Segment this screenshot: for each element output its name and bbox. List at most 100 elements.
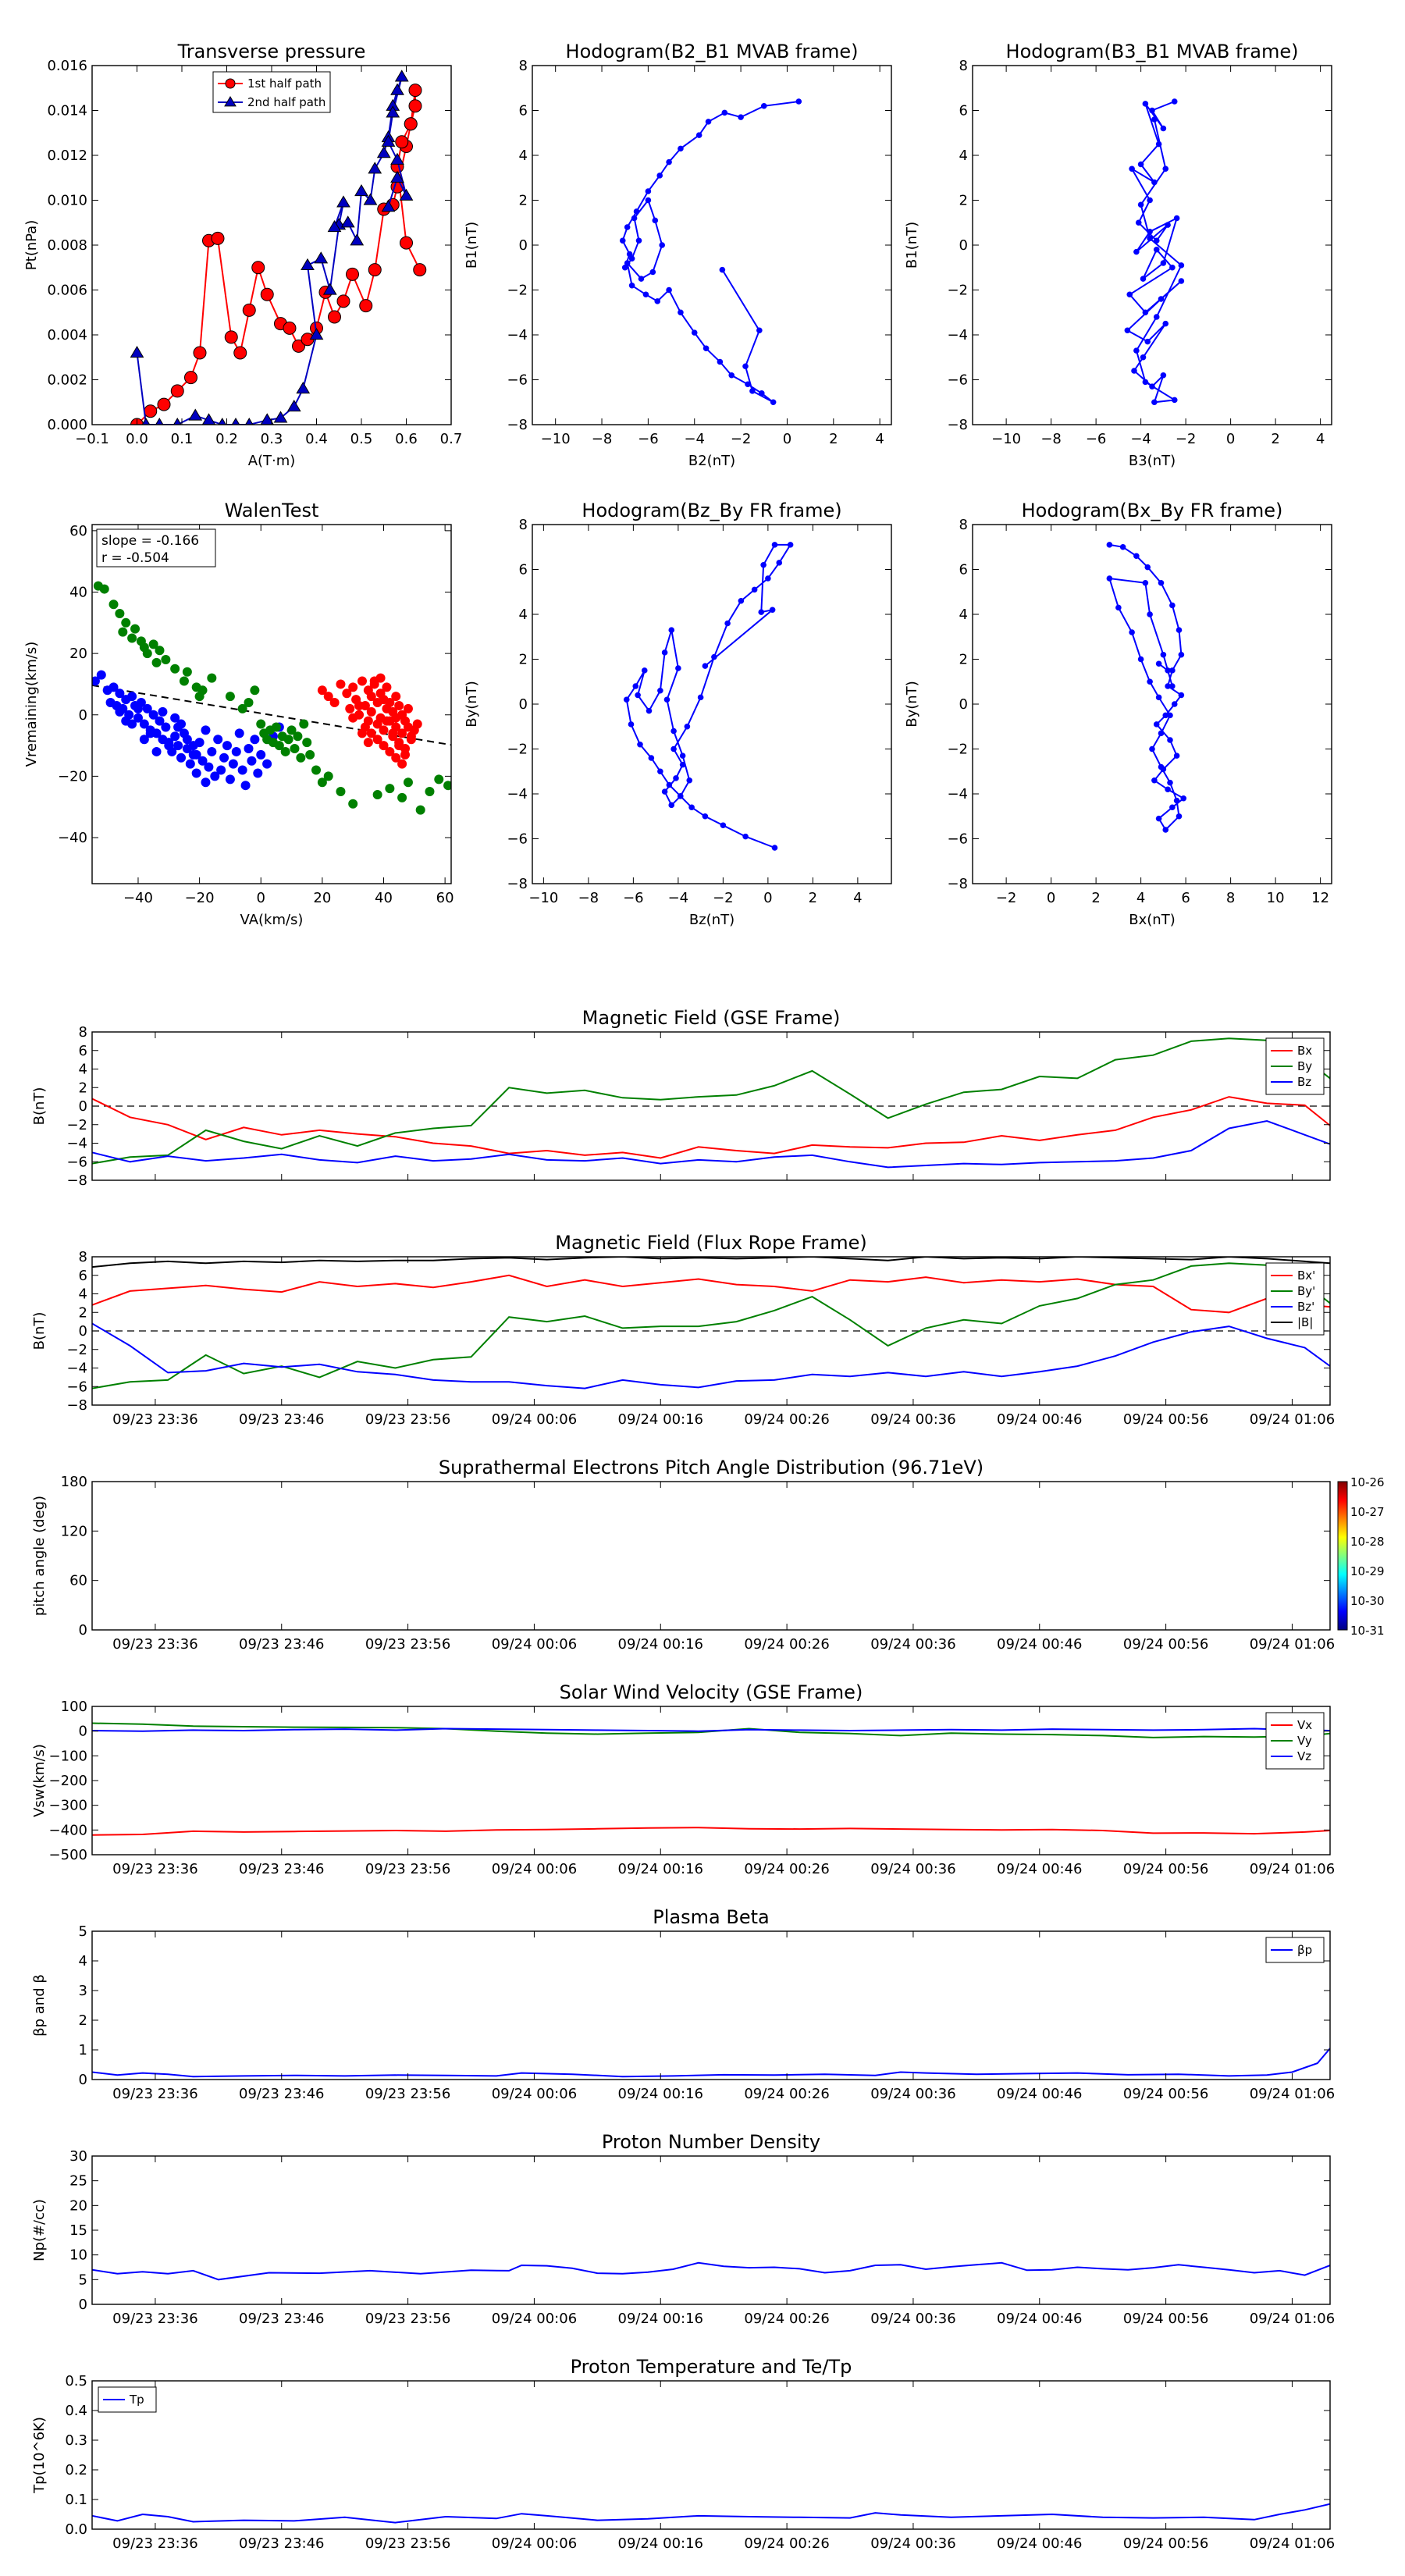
- data-point: [211, 231, 225, 245]
- time-tick-label: 09/23 23:56: [365, 1636, 450, 1653]
- time-tick-label: 09/24 01:06: [1250, 2535, 1335, 2552]
- x-tick-label: −0.1: [75, 431, 109, 447]
- annotation-text: slope = -0.166: [101, 533, 199, 549]
- y-tick-label: −8: [947, 417, 968, 433]
- data-point: [1169, 683, 1176, 689]
- time-tick-label: 09/24 00:06: [492, 1861, 577, 1877]
- data-point: [368, 263, 382, 277]
- time-tick-label: 09/24 00:06: [492, 1636, 577, 1653]
- y-tick-label: −4: [947, 786, 968, 802]
- chart-title: Magnetic Field (Flux Rope Frame): [555, 1232, 866, 1254]
- y-tick-label: 2: [959, 193, 968, 209]
- data-point: [1137, 161, 1144, 168]
- y-tick-label: −2: [507, 283, 528, 299]
- chart-title: Hodogram(Bx_By FR frame): [1022, 500, 1283, 521]
- y-tick-label: −4: [947, 327, 968, 343]
- x-axis-label: B3(nT): [1129, 453, 1176, 469]
- legend-label: Vx: [1297, 1718, 1312, 1732]
- data-point: [668, 802, 675, 809]
- data-point: [357, 676, 367, 686]
- data-point: [1158, 296, 1165, 302]
- data-point: [336, 679, 346, 689]
- data-point: [224, 330, 238, 344]
- plot-frame: [91, 524, 452, 884]
- data-point: [1167, 779, 1173, 786]
- data-point: [404, 117, 418, 131]
- y-tick-label: 2: [79, 2012, 87, 2029]
- data-point: [670, 745, 677, 753]
- data-point: [1171, 98, 1178, 105]
- y-tick-label: −6: [947, 372, 968, 389]
- y-tick-label: 0.0: [65, 2521, 87, 2538]
- time-tick-label: 09/24 00:46: [997, 2086, 1082, 2102]
- data-point: [121, 617, 131, 628]
- colorbar-bar: [1337, 1481, 1348, 1631]
- data-point: [1153, 246, 1160, 253]
- data-point: [670, 728, 677, 735]
- data-point: [652, 217, 659, 224]
- data-point: [1160, 651, 1167, 658]
- legend-label: Bx': [1297, 1268, 1315, 1283]
- y-axis-label: Pt(nPa): [23, 220, 40, 270]
- time-tick-label: 09/24 00:26: [744, 1636, 829, 1653]
- y-tick-label: 0.3: [65, 2432, 87, 2449]
- data-point: [397, 728, 407, 738]
- data-point: [391, 692, 401, 702]
- data-point: [1165, 222, 1171, 228]
- y-tick-label: −4: [66, 1361, 87, 1377]
- data-point: [751, 586, 758, 593]
- y-axis-label: Np(#/cc): [31, 2199, 48, 2261]
- data-point: [769, 607, 776, 614]
- data-point: [127, 633, 137, 643]
- data-point: [1165, 786, 1171, 793]
- y-tick-label: 0.004: [47, 327, 87, 343]
- plot-frame: [532, 524, 892, 884]
- data-point: [92, 676, 100, 686]
- data-point: [108, 600, 119, 610]
- data-point: [408, 99, 422, 113]
- y-tick-label: 0.002: [47, 372, 87, 389]
- chart-title: Magnetic Field (GSE Frame): [582, 1007, 841, 1029]
- data-point: [702, 813, 709, 820]
- panel-vsw: 09/23 23:36 09/23 23:46 09/23 23:56 09/24 0…: [31, 1681, 1335, 1877]
- y-tick-label: 0: [79, 707, 87, 724]
- y-tick-label: −6: [66, 1154, 87, 1170]
- series-line: [92, 1274, 1330, 1314]
- data-point: [705, 119, 712, 125]
- data-point: [329, 698, 340, 708]
- plot-area: [92, 1037, 1330, 1169]
- y-tick-label: 8: [959, 517, 968, 533]
- data-point: [286, 725, 297, 735]
- time-tick-label: 09/23 23:56: [365, 2311, 450, 2327]
- data-point: [1129, 165, 1135, 173]
- colorbar-label: 10-29: [1350, 1564, 1385, 1578]
- data-point: [346, 267, 359, 281]
- panel-hxy: −2 0 2 4 6 8 10 12 −8 −6 −4 −2 0 2 4 6 8 Hodogram(Bx_By F…: [904, 500, 1332, 928]
- y-tick-label: −200: [49, 1773, 87, 1789]
- data-point: [758, 609, 765, 615]
- data-point: [742, 833, 749, 840]
- y-axis-label: Vremaining(km/s): [23, 642, 40, 767]
- x-tick-label: −6: [638, 431, 659, 447]
- data-point: [657, 768, 663, 775]
- series-line: [92, 1096, 1330, 1159]
- data-point: [1162, 827, 1169, 833]
- time-tick-label: 09/24 00:36: [870, 2311, 955, 2327]
- y-tick-label: 0: [79, 1724, 87, 1740]
- data-point: [354, 700, 365, 710]
- x-tick-label: −4: [668, 890, 689, 906]
- data-point: [742, 363, 749, 370]
- y-tick-label: 5: [79, 1923, 87, 1940]
- y-tick-label: 8: [79, 1024, 87, 1041]
- data-point: [237, 765, 247, 775]
- x-tick-label: 40: [375, 890, 393, 906]
- time-tick-label: 09/24 01:06: [1250, 1636, 1335, 1653]
- y-tick-label: 6: [959, 103, 968, 119]
- y-tick-label: 0: [79, 1622, 87, 1638]
- data-point: [1144, 338, 1151, 345]
- data-point: [251, 261, 265, 275]
- data-point: [408, 84, 422, 98]
- data-point: [283, 321, 297, 335]
- data-point: [1147, 197, 1153, 204]
- x-tick-label: 2: [1091, 890, 1100, 906]
